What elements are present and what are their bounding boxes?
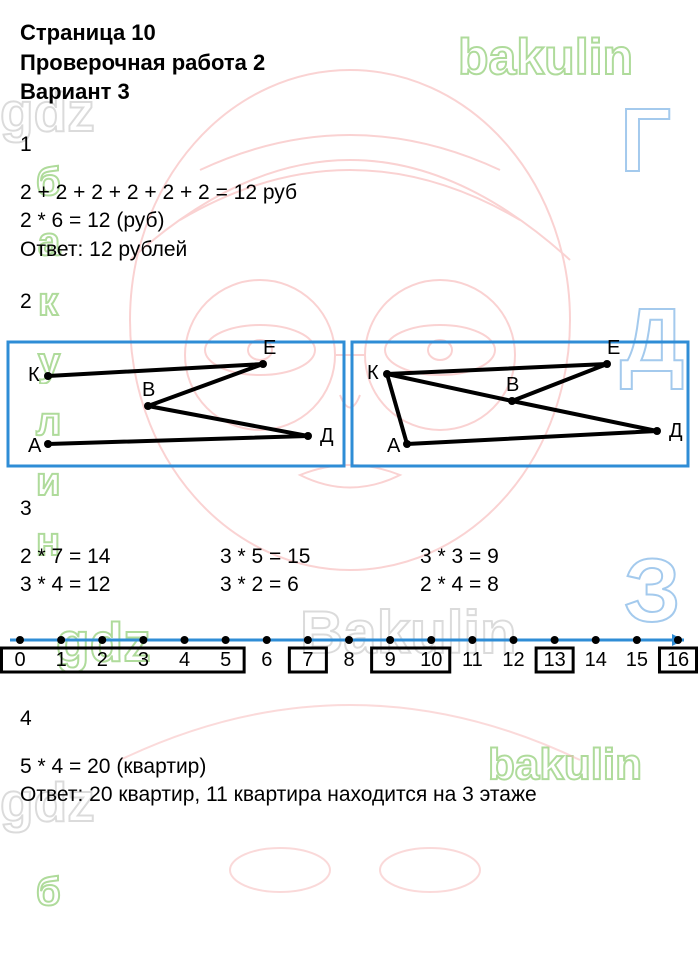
svg-text:10: 10	[420, 649, 442, 671]
svg-text:0: 0	[14, 649, 25, 671]
svg-text:К: К	[367, 362, 379, 384]
svg-text:А: А	[28, 435, 42, 457]
svg-text:3: 3	[138, 649, 149, 671]
eq-c1r0: 3 * 5 = 15	[220, 543, 420, 571]
q3-number: 3	[20, 497, 680, 521]
svg-text:9: 9	[385, 649, 396, 671]
q4-answer: Ответ: 20 квартир, 11 квартира находится…	[20, 781, 680, 809]
q1-line2: 2 * 6 = 12 (руб)	[20, 207, 680, 235]
work-title: Проверочная работа 2	[20, 48, 680, 78]
svg-text:8: 8	[343, 649, 354, 671]
eq-c0r1: 3 * 4 = 12	[20, 571, 220, 599]
q3-equations: 2 * 7 = 14 3 * 4 = 12 3 * 5 = 15 3 * 2 =…	[20, 543, 680, 600]
svg-text:К: К	[28, 364, 40, 386]
eq-c2r0: 3 * 3 = 9	[420, 543, 620, 571]
svg-text:2: 2	[97, 649, 108, 671]
svg-text:Д: Д	[320, 425, 334, 447]
svg-text:6: 6	[261, 649, 272, 671]
page-content-2: 3 2 * 7 = 14 3 * 4 = 12 3 * 5 = 15 3 * 2…	[0, 497, 700, 600]
svg-text:14: 14	[585, 649, 607, 671]
eq-c1r1: 3 * 2 = 6	[220, 571, 420, 599]
eq-c2r1: 2 * 4 = 8	[420, 571, 620, 599]
svg-text:12: 12	[502, 649, 524, 671]
svg-text:А: А	[387, 435, 401, 457]
page-content-3: 4 5 * 4 = 20 (квартир) Ответ: 20 квартир…	[0, 707, 700, 810]
page-content: Страница 10 Проверочная работа 2 Вариант…	[0, 0, 700, 314]
svg-text:Е: Е	[607, 337, 620, 359]
q1-number: 1	[20, 133, 680, 157]
svg-text:7: 7	[302, 649, 313, 671]
q2-figures: К Е В Д А К Е В Д А	[0, 336, 700, 481]
q2-svg: К Е В Д А К Е В Д А	[0, 336, 700, 476]
variant-title: Вариант 3	[20, 77, 680, 107]
page-title: Страница 10	[20, 18, 680, 48]
q3-numberline-wrap: 012345678910111213141516	[0, 618, 700, 693]
svg-text:5: 5	[220, 649, 231, 671]
svg-text:Д: Д	[669, 420, 683, 442]
q4-number: 4	[20, 707, 680, 731]
svg-text:11: 11	[462, 649, 483, 671]
svg-text:В: В	[142, 379, 155, 401]
q2-number: 2	[20, 290, 680, 314]
svg-text:15: 15	[626, 649, 648, 671]
q1-answer: Ответ: 12 рублей	[20, 236, 680, 264]
svg-text:1: 1	[56, 649, 67, 671]
wm-b2: б	[36, 870, 61, 915]
svg-text:В: В	[506, 374, 519, 396]
q4-line1: 5 * 4 = 20 (квартир)	[20, 753, 680, 781]
q1-line1: 2 + 2 + 2 + 2 + 2 + 2 = 12 руб	[20, 179, 680, 207]
svg-text:13: 13	[544, 649, 566, 671]
svg-text:Е: Е	[263, 337, 276, 359]
svg-text:4: 4	[179, 649, 190, 671]
eq-c0r0: 2 * 7 = 14	[20, 543, 220, 571]
numberline-svg: 012345678910111213141516	[0, 618, 700, 688]
svg-text:16: 16	[667, 649, 689, 671]
